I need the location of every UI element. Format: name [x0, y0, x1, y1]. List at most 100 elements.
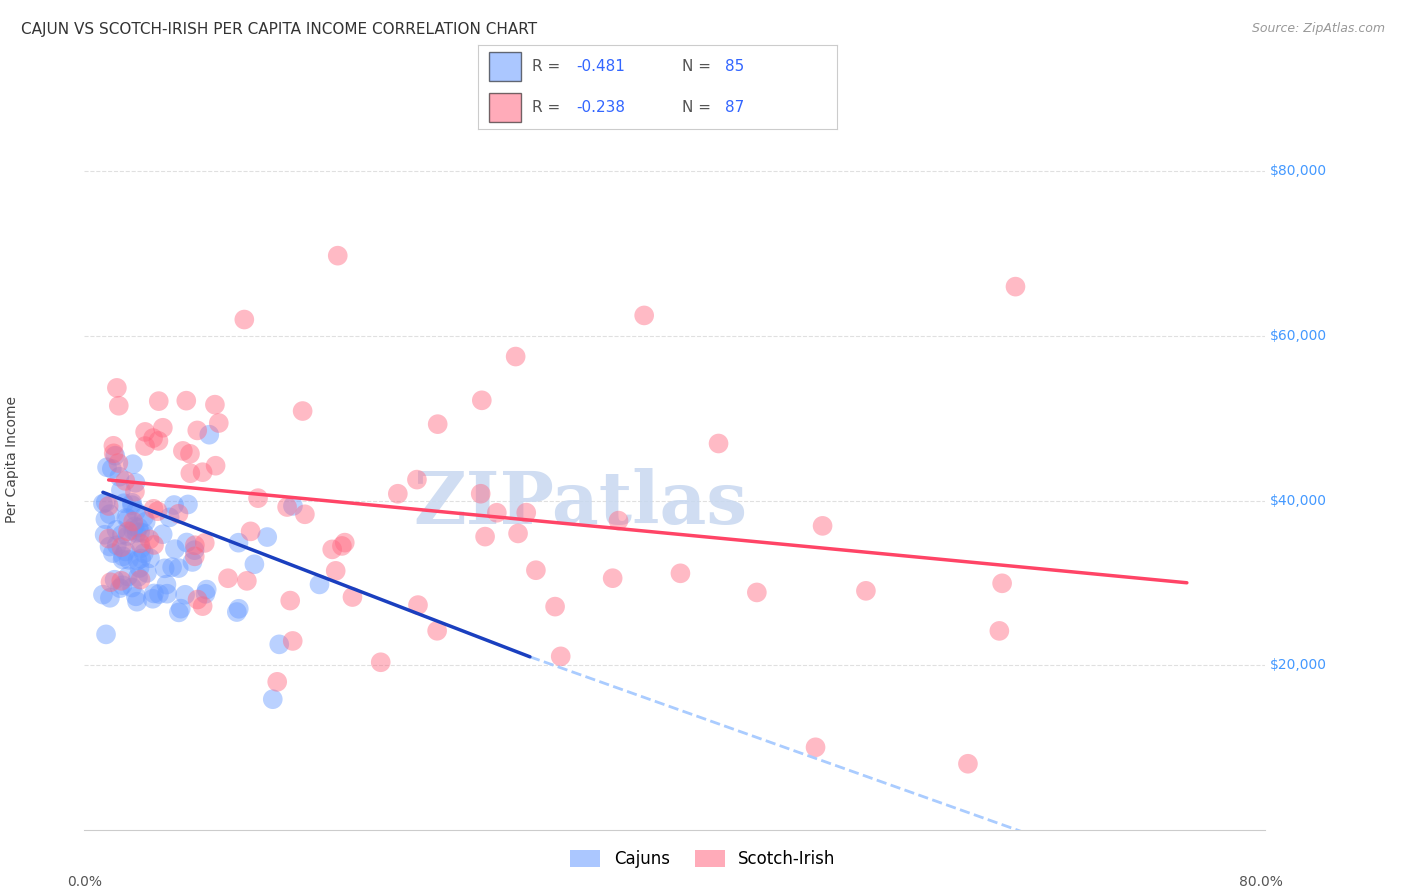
Point: [117, 511, 139, 525]
Point: [167, 561, 190, 575]
Point: [991, 576, 1014, 591]
Point: [426, 417, 449, 432]
Point: [291, 404, 314, 418]
Point: [110, 483, 132, 498]
Point: [159, 510, 181, 524]
Point: [152, 527, 174, 541]
Point: [110, 540, 132, 554]
Point: [160, 560, 183, 574]
Point: [132, 510, 155, 524]
Point: [105, 381, 128, 395]
Point: [485, 506, 508, 520]
Point: [170, 601, 193, 615]
Point: [707, 436, 730, 450]
Point: [179, 466, 201, 480]
Point: [128, 520, 150, 534]
Point: [262, 692, 284, 706]
Point: [228, 601, 250, 615]
Point: [474, 530, 496, 544]
Point: [195, 582, 218, 597]
Point: [129, 525, 152, 540]
Text: -0.238: -0.238: [576, 100, 626, 115]
Point: [163, 542, 186, 557]
Point: [181, 555, 204, 569]
Point: [128, 561, 150, 575]
Point: [122, 524, 145, 538]
Point: [247, 491, 270, 505]
Text: 87: 87: [725, 100, 745, 115]
Point: [104, 449, 127, 463]
Point: [146, 504, 169, 518]
Point: [139, 551, 162, 566]
Point: [91, 588, 114, 602]
Point: [121, 457, 143, 471]
Point: [163, 498, 186, 512]
Point: [186, 424, 208, 438]
Point: [198, 427, 221, 442]
Text: 0.0%: 0.0%: [67, 875, 101, 888]
Point: [134, 439, 156, 453]
Point: [602, 571, 624, 585]
Point: [125, 525, 148, 540]
Point: [308, 577, 330, 591]
Point: [330, 539, 353, 553]
Point: [256, 530, 278, 544]
Point: [811, 519, 834, 533]
Point: [97, 499, 120, 513]
Point: [152, 421, 174, 435]
Point: [988, 624, 1011, 638]
Point: [91, 497, 114, 511]
Point: [524, 563, 547, 577]
Point: [110, 574, 132, 588]
Point: [125, 504, 148, 518]
Point: [118, 553, 141, 567]
Point: [956, 756, 979, 771]
Point: [111, 552, 134, 566]
Point: [112, 496, 135, 510]
Point: [184, 538, 207, 552]
Point: [236, 574, 259, 588]
Point: [125, 595, 148, 609]
Point: [129, 551, 152, 566]
Point: [217, 571, 239, 585]
Point: [276, 500, 298, 514]
Point: [101, 546, 124, 560]
Point: [148, 587, 170, 601]
Point: [633, 309, 655, 323]
Point: [124, 475, 146, 490]
Point: [186, 592, 208, 607]
Point: [156, 587, 179, 601]
Point: [228, 535, 250, 549]
Text: $80,000: $80,000: [1270, 164, 1327, 178]
Text: Per Capita Income: Per Capita Income: [6, 396, 20, 523]
Point: [406, 598, 429, 612]
Text: N =: N =: [682, 100, 716, 115]
Text: $40,000: $40,000: [1270, 493, 1327, 508]
Point: [98, 540, 121, 554]
Point: [98, 507, 121, 521]
Point: [121, 496, 143, 510]
Point: [194, 587, 217, 601]
Point: [155, 577, 177, 591]
Point: [294, 508, 316, 522]
Point: [142, 431, 165, 445]
Point: [111, 578, 134, 592]
Point: [1004, 279, 1026, 293]
Point: [470, 487, 492, 501]
Text: CAJUN VS SCOTCH-IRISH PER CAPITA INCOME CORRELATION CHART: CAJUN VS SCOTCH-IRISH PER CAPITA INCOME …: [21, 22, 537, 37]
Point: [191, 599, 214, 614]
Text: Source: ZipAtlas.com: Source: ZipAtlas.com: [1251, 22, 1385, 36]
Point: [127, 570, 149, 584]
Point: [117, 524, 139, 539]
Point: [93, 528, 115, 542]
Point: [129, 573, 152, 587]
Text: 85: 85: [725, 59, 745, 74]
Legend: Cajuns, Scotch-Irish: Cajuns, Scotch-Irish: [564, 843, 842, 875]
Point: [94, 495, 117, 509]
Point: [103, 439, 125, 453]
Point: [132, 526, 155, 541]
Point: [471, 393, 494, 408]
Point: [127, 553, 149, 567]
Point: [121, 498, 143, 512]
Point: [117, 569, 139, 583]
